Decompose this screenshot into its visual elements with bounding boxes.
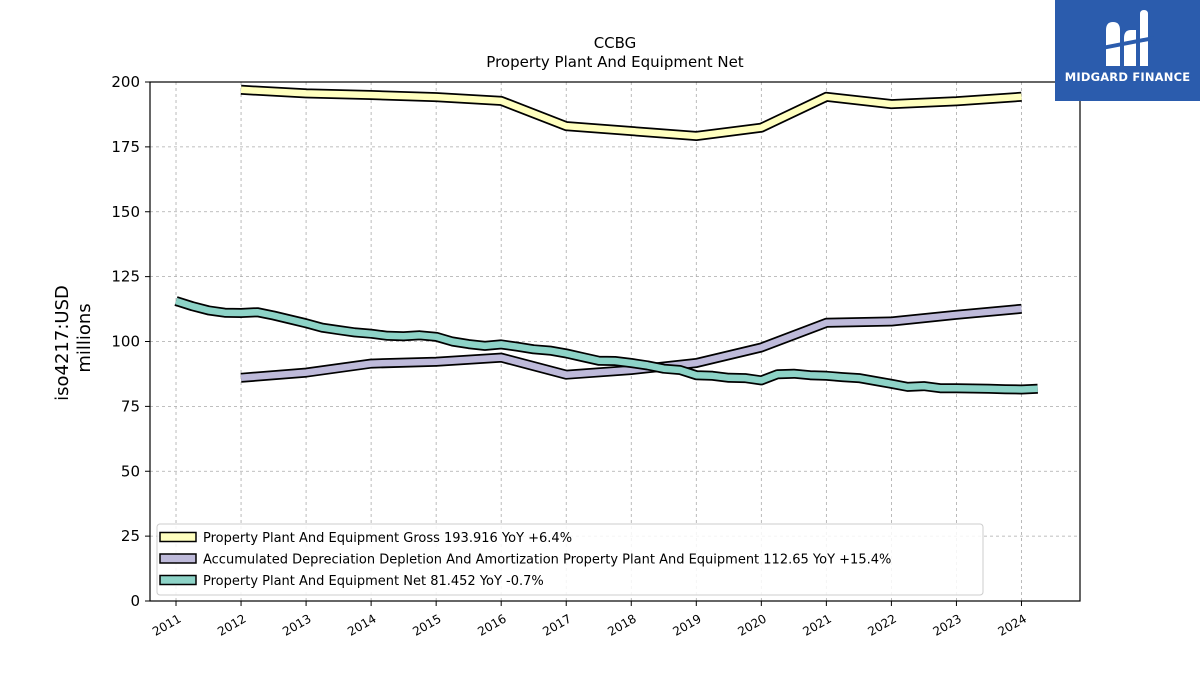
- logo-text: MIDGARD FINANCE: [1064, 70, 1191, 84]
- legend-swatch: [159, 574, 197, 586]
- x-tick-label: 2013: [280, 611, 313, 638]
- legend-entry: Property Plant And Equipment Net 81.452 …: [203, 574, 544, 589]
- y-tick-label: 0: [130, 592, 140, 610]
- x-tick-label: 2019: [670, 611, 703, 638]
- x-tick-label: 2012: [215, 611, 248, 638]
- y-tick-label: 150: [111, 203, 140, 221]
- legend: Property Plant And Equipment Gross 193.9…: [156, 523, 984, 596]
- x-tick-label: 2017: [540, 611, 573, 638]
- y-tick-label: 25: [121, 527, 140, 545]
- x-tick-label: 2024: [996, 611, 1029, 638]
- y-axis: 0 25 50 75 100 125 150 175 200: [111, 73, 150, 610]
- y-tick-label: 200: [111, 73, 140, 91]
- series-lines: [174, 84, 1038, 395]
- series-line-1: [240, 305, 1022, 382]
- legend-swatch: [159, 531, 197, 543]
- y-tick-label: 75: [121, 397, 140, 415]
- x-tick-label: 2022: [865, 611, 898, 638]
- legend-entry: Accumulated Depreciation Depletion And A…: [203, 553, 891, 568]
- y-tick-label: 100: [111, 333, 140, 351]
- x-tick-label: 2021: [800, 611, 833, 638]
- y-tick-label: 175: [111, 138, 140, 156]
- legend-swatch: [159, 553, 197, 564]
- x-tick-label: 2020: [735, 611, 768, 638]
- brand-logo: MIDGARD FINANCE: [1055, 0, 1200, 101]
- y-tick-label: 125: [111, 268, 140, 286]
- series-line-2: [175, 297, 1038, 393]
- y-axis-label-line1: iso4217:USD: [52, 285, 73, 401]
- legend-box: [156, 523, 984, 596]
- midgard-logo-icon: [1102, 10, 1154, 66]
- grid: [150, 81, 1080, 602]
- x-tick-label: 2011: [150, 611, 183, 638]
- x-tick-label: 2015: [410, 611, 443, 638]
- x-tick-label: 2023: [930, 611, 963, 638]
- x-tick-label: 2014: [345, 611, 378, 638]
- y-tick-label: 50: [121, 462, 140, 480]
- y-axis-label-line2: millions: [74, 303, 95, 372]
- x-tick-label: 2016: [475, 611, 508, 638]
- chart-title: CCBG: [594, 34, 637, 52]
- legend-entry: Property Plant And Equipment Gross 193.9…: [203, 531, 572, 546]
- x-axis: 2011 2012 2013 2014 2015 2016 2017 2018 2019 2020…: [150, 601, 1029, 639]
- x-tick-label: 2018: [605, 611, 638, 638]
- chart-subtitle: Property Plant And Equipment Net: [486, 53, 743, 71]
- series-line-0: [240, 86, 1022, 140]
